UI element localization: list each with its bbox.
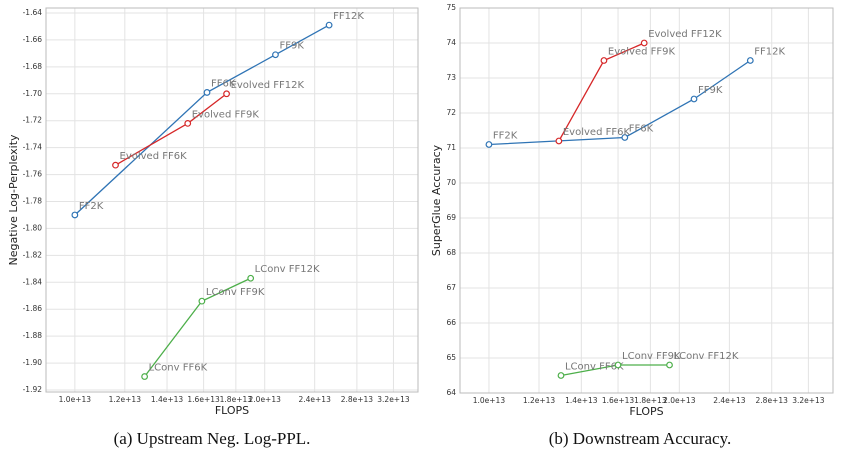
y-tick-label: -1.66 bbox=[23, 35, 43, 44]
point bbox=[690, 95, 698, 103]
point bbox=[272, 51, 279, 59]
x-tick-label: 3.2e+13 bbox=[792, 396, 825, 405]
y-tick-label: -1.82 bbox=[23, 250, 43, 259]
point bbox=[600, 57, 608, 64]
x-axis-label: FLOPS bbox=[215, 404, 249, 417]
point bbox=[614, 361, 622, 369]
point-label: FF2K bbox=[79, 201, 104, 212]
caption: (b) Downstream Accuracy. bbox=[549, 429, 732, 448]
point bbox=[666, 361, 673, 369]
y-tick-label: 64 bbox=[446, 388, 456, 397]
y-tick-label: -1.74 bbox=[23, 143, 43, 152]
x-tick-label: 3.2e+13 bbox=[377, 395, 410, 404]
point bbox=[485, 141, 493, 148]
y-tick-label: -1.76 bbox=[23, 170, 43, 179]
y-tick-label: 75 bbox=[446, 3, 456, 12]
point-label: FF9K bbox=[279, 41, 304, 52]
x-tick-label: 1.2e+13 bbox=[109, 395, 142, 404]
series-line bbox=[74, 24, 330, 216]
point-label: LConv FF9K bbox=[622, 351, 681, 362]
point bbox=[184, 120, 192, 127]
point bbox=[203, 89, 211, 96]
chart: -1.92 -1.90 -1.88 -1.86 -1.84 -1.82 -1.80 -1.78… bbox=[7, 7, 419, 448]
y-tick-label: -1.80 bbox=[23, 223, 43, 232]
y-tick-label: -1.92 bbox=[23, 385, 43, 394]
point bbox=[746, 57, 754, 64]
point-label: LConv FF9K bbox=[206, 287, 265, 298]
point-label: LConv FF12K bbox=[255, 264, 320, 275]
x-tick-label: 2.8e+13 bbox=[341, 395, 374, 404]
y-axis-label: SuperGlue Accuracy bbox=[430, 144, 443, 256]
point-label: Evolved FF9K bbox=[192, 109, 260, 120]
point bbox=[621, 134, 629, 141]
y-tick-label: -1.78 bbox=[23, 197, 43, 206]
point-label: FF9K bbox=[698, 85, 723, 96]
point bbox=[112, 161, 119, 169]
y-tick-label: -1.88 bbox=[23, 331, 43, 340]
plot-frame bbox=[45, 7, 419, 393]
x-tick-label: 2.0e+13 bbox=[663, 396, 696, 405]
point-label: Evolved FF6K bbox=[563, 127, 631, 138]
y-axis-label: Negative Log-Perplexity bbox=[7, 134, 20, 266]
point bbox=[555, 137, 563, 145]
point bbox=[198, 297, 206, 305]
x-tick-label: 2.4e+13 bbox=[713, 396, 746, 405]
point bbox=[223, 90, 230, 98]
x-tick-label: 1.2e+13 bbox=[523, 396, 556, 405]
y-tick-label: -1.84 bbox=[23, 277, 43, 286]
y-tick-label: 70 bbox=[446, 178, 456, 187]
y-tick-label: 72 bbox=[446, 108, 456, 117]
x-tick-label: 2.0e+13 bbox=[249, 395, 282, 404]
point-label: LConv FF6K bbox=[149, 363, 208, 374]
point-label: FF6K bbox=[629, 124, 654, 135]
point-label: FF12K bbox=[333, 11, 364, 22]
y-tick-label: -1.72 bbox=[23, 116, 43, 125]
x-tick-label: 1.4e+13 bbox=[565, 396, 598, 405]
x-tick-label: 2.4e+13 bbox=[298, 395, 331, 404]
point-label: LConv FF6K bbox=[565, 362, 624, 373]
x-tick-label: 1.8e+13 bbox=[634, 396, 667, 405]
chart: 64 65 66 67 68 69 70 71 72 73 74 75 1.0e+13 1.2e+13 1.… bbox=[430, 3, 834, 448]
y-tick-label: 69 bbox=[446, 213, 456, 222]
y-tick-label: -1.68 bbox=[23, 62, 43, 71]
y-tick-label: -1.70 bbox=[23, 89, 43, 98]
point bbox=[325, 21, 333, 29]
y-tick-label: -1.64 bbox=[23, 8, 43, 17]
point bbox=[141, 373, 149, 380]
y-tick-label: 74 bbox=[446, 38, 456, 47]
point bbox=[557, 372, 565, 379]
y-tick-label: 73 bbox=[446, 73, 456, 82]
point-label: LConv FF12K bbox=[674, 351, 739, 362]
point-label: Evolved FF12K bbox=[648, 29, 722, 40]
y-tick-label: 65 bbox=[446, 353, 456, 362]
x-tick-label: 1.0e+13 bbox=[473, 396, 506, 405]
point bbox=[71, 211, 79, 219]
y-tick-label: 66 bbox=[446, 318, 456, 327]
point-label: Evolved FF12K bbox=[231, 80, 305, 91]
x-tick-label: 1.0e+13 bbox=[59, 395, 92, 404]
y-tick-label: 67 bbox=[446, 283, 456, 292]
point-label: FF2K bbox=[493, 131, 518, 142]
caption: (a) Upstream Neg. Log-PPL. bbox=[114, 429, 311, 448]
plot-frame bbox=[459, 7, 834, 394]
x-tick-label: 1.6e+13 bbox=[187, 395, 220, 404]
x-tick-label: 2.8e+13 bbox=[756, 396, 789, 405]
point-label: FF12K bbox=[754, 47, 785, 58]
point bbox=[640, 39, 648, 47]
point-label: Evolved FF9K bbox=[608, 47, 676, 58]
y-tick-label: 68 bbox=[446, 248, 456, 257]
x-tick-label: 1.6e+13 bbox=[602, 396, 635, 405]
y-tick-label: -1.90 bbox=[23, 358, 43, 367]
x-tick-label: 1.4e+13 bbox=[151, 395, 184, 404]
point bbox=[247, 274, 255, 282]
x-axis-label: FLOPS bbox=[629, 405, 663, 418]
y-tick-label: -1.86 bbox=[23, 304, 43, 313]
point-label: FF6K bbox=[211, 78, 236, 89]
point-label: Evolved FF6K bbox=[120, 151, 188, 162]
x-tick-label: 1.8e+13 bbox=[220, 395, 253, 404]
y-tick-label: 71 bbox=[446, 143, 456, 152]
